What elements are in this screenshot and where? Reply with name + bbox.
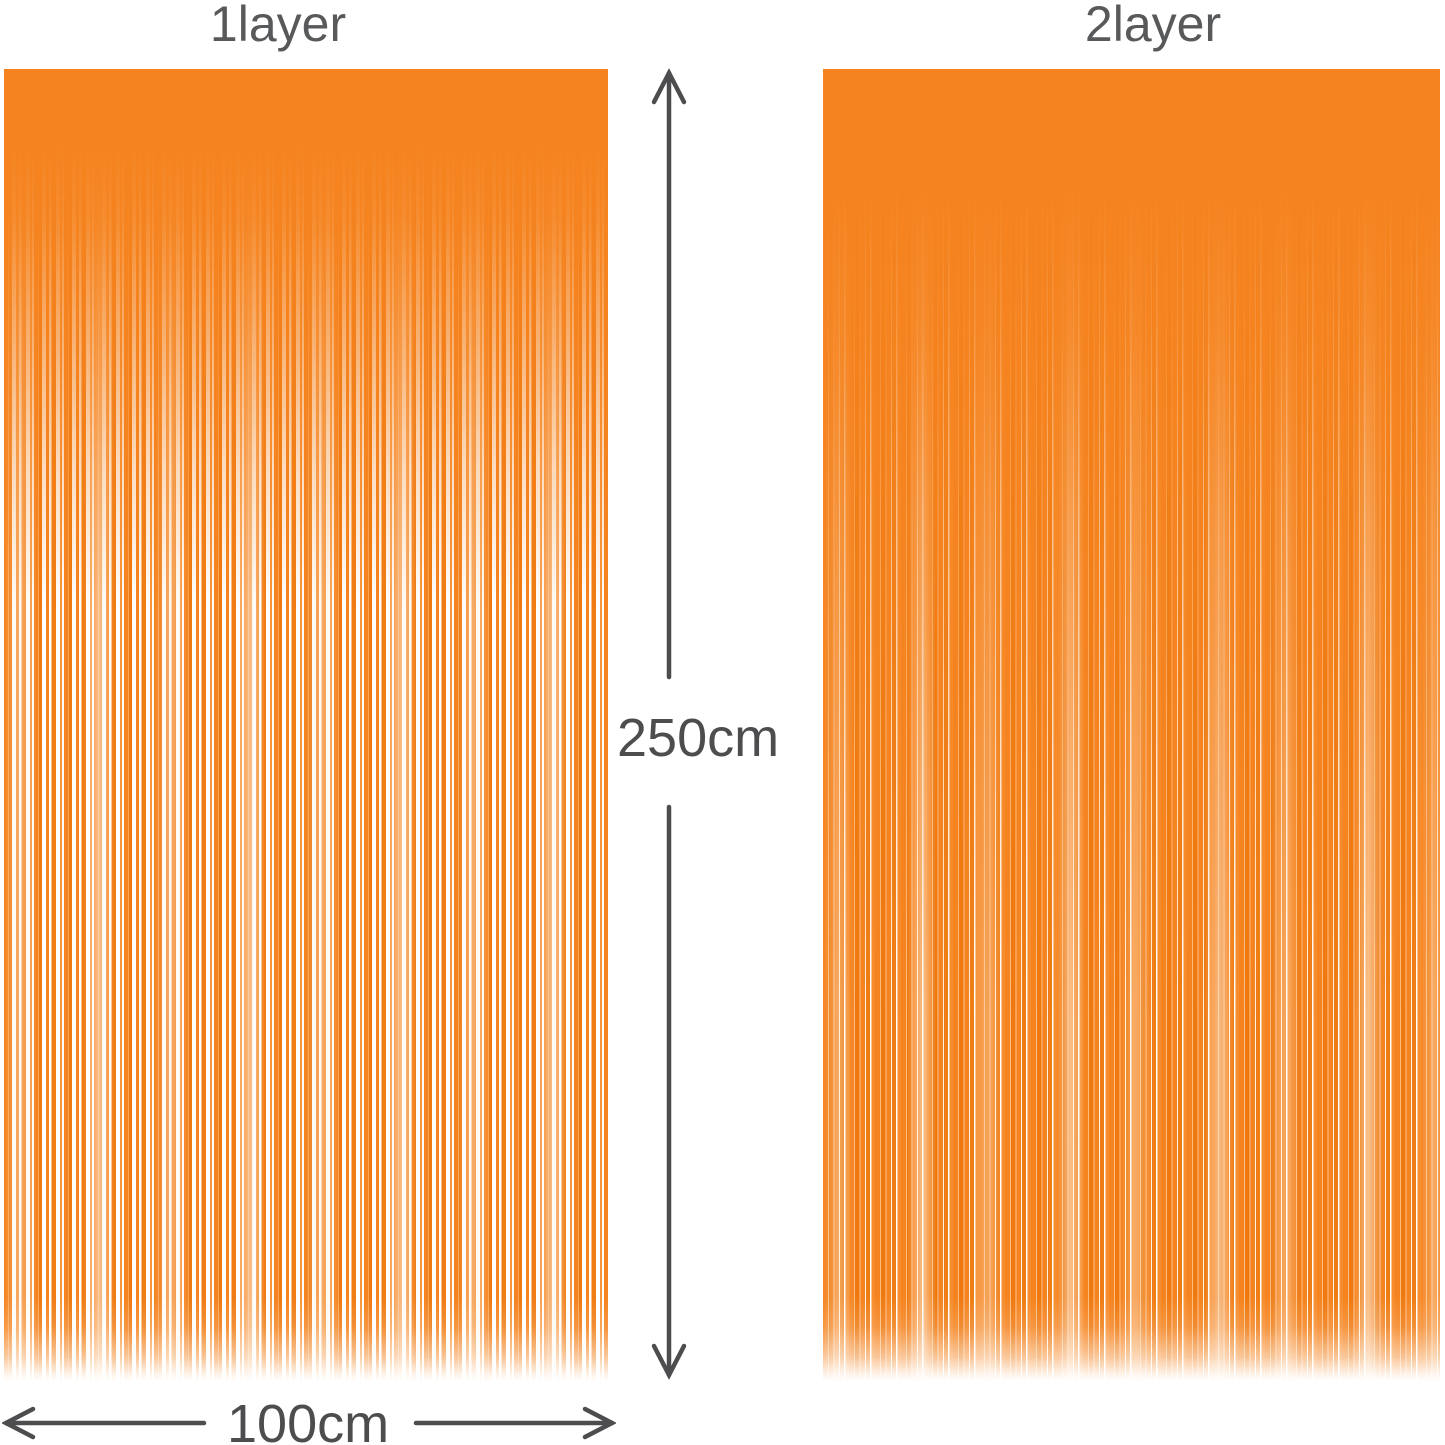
width-dimension-arrow [2,1406,616,1440]
curtain-1-layer-label: 1layer [209,0,347,52]
arrow-right-icon [582,1406,616,1440]
height-dimension-label: 250cm [617,708,780,768]
curtain-2-layer-label: 2layer [1084,0,1222,52]
foil-fringe-2layer [823,69,1440,1381]
height-dimension-arrow [651,68,687,1380]
curtain-1layer-image [4,69,608,1381]
curtain-2layer-image [823,69,1440,1381]
width-dimension-label: 100cm [227,1394,390,1445]
foil-fringe-1layer [4,69,608,1381]
arrow-down-icon [651,1343,687,1380]
